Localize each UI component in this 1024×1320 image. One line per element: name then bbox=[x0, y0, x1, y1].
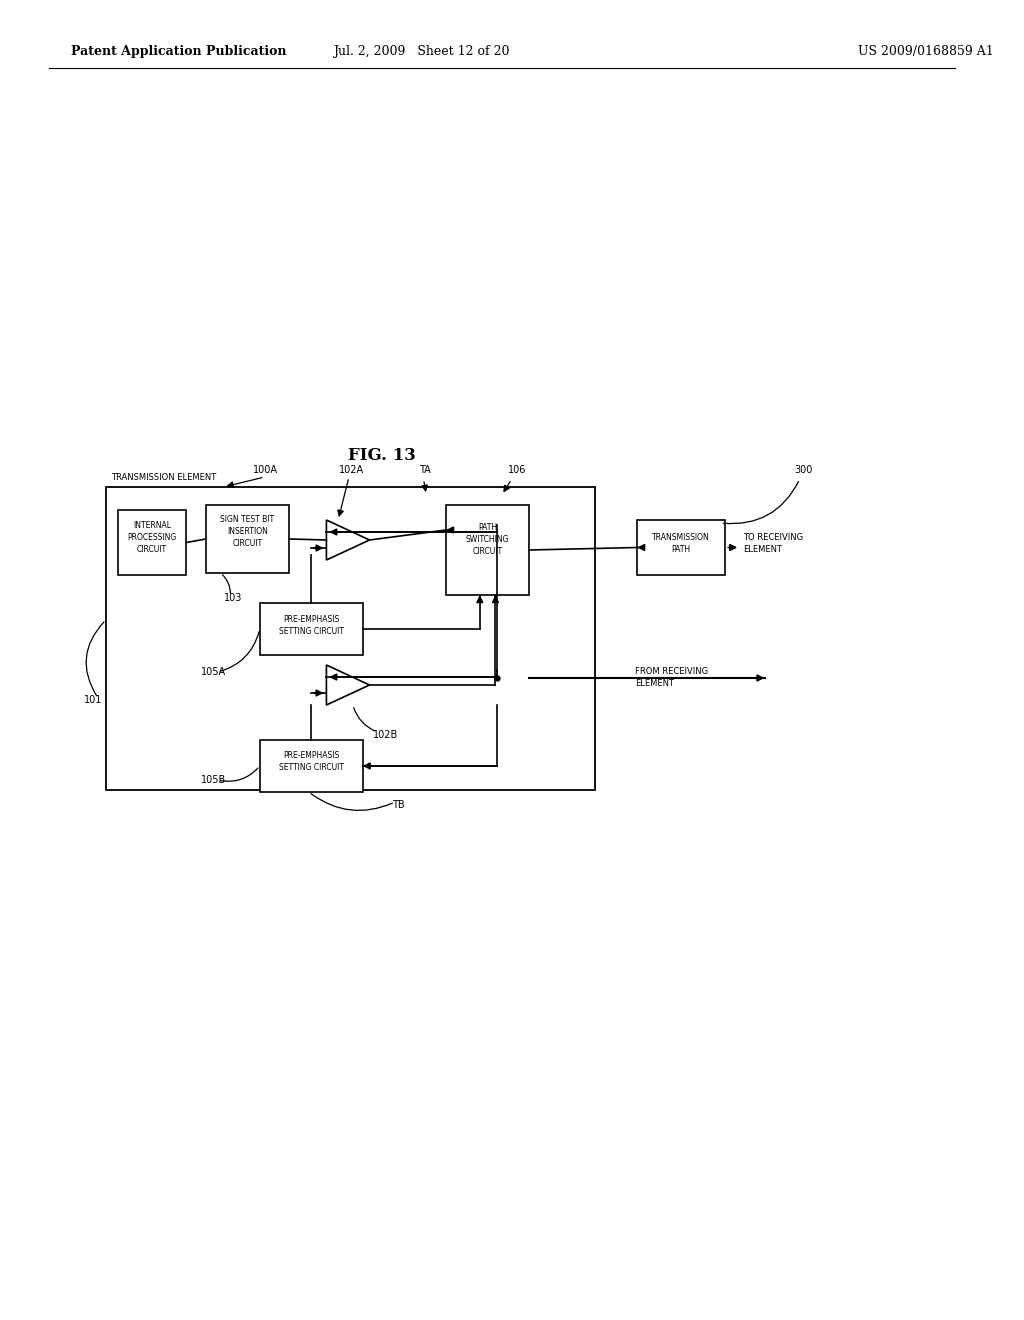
Bar bbox=[637, 520, 725, 576]
Text: SETTING CIRCUIT: SETTING CIRCUIT bbox=[279, 627, 344, 635]
Text: 300: 300 bbox=[794, 465, 812, 475]
Bar bbox=[206, 506, 289, 573]
Text: SETTING CIRCUIT: SETTING CIRCUIT bbox=[279, 763, 344, 772]
Text: INTERNAL: INTERNAL bbox=[133, 521, 171, 531]
Text: TB: TB bbox=[392, 800, 404, 810]
Text: TA: TA bbox=[420, 465, 431, 475]
Bar bbox=[260, 603, 362, 655]
Polygon shape bbox=[327, 520, 370, 560]
Text: 101: 101 bbox=[84, 696, 102, 705]
Text: US 2009/0168859 A1: US 2009/0168859 A1 bbox=[858, 45, 993, 58]
Text: 106: 106 bbox=[508, 465, 526, 475]
Text: SIGN TEST BIT: SIGN TEST BIT bbox=[220, 516, 274, 524]
Text: Jul. 2, 2009   Sheet 12 of 20: Jul. 2, 2009 Sheet 12 of 20 bbox=[333, 45, 510, 58]
Text: 103: 103 bbox=[223, 593, 242, 603]
Text: Patent Application Publication: Patent Application Publication bbox=[71, 45, 286, 58]
Text: FIG. 13: FIG. 13 bbox=[348, 446, 416, 463]
Text: ELEMENT: ELEMENT bbox=[743, 545, 782, 554]
Text: PROCESSING: PROCESSING bbox=[127, 533, 176, 543]
Text: FROM RECEIVING: FROM RECEIVING bbox=[635, 668, 709, 676]
Text: INSERTION: INSERTION bbox=[227, 528, 268, 536]
Text: TO RECEIVING: TO RECEIVING bbox=[743, 533, 803, 543]
Text: 105A: 105A bbox=[201, 667, 226, 677]
Bar bbox=[260, 741, 362, 792]
Text: TRANSMISSION ELEMENT: TRANSMISSION ELEMENT bbox=[111, 473, 216, 482]
Text: CIRCUIT: CIRCUIT bbox=[232, 540, 262, 549]
Text: 100A: 100A bbox=[253, 465, 278, 475]
Text: CIRCUIT: CIRCUIT bbox=[473, 546, 503, 556]
Text: SWITCHING: SWITCHING bbox=[466, 535, 509, 544]
Bar bbox=[118, 510, 186, 576]
Text: PATH: PATH bbox=[672, 545, 691, 554]
Polygon shape bbox=[327, 665, 370, 705]
Text: PATH: PATH bbox=[478, 523, 498, 532]
Text: PRE-EMPHASIS: PRE-EMPHASIS bbox=[283, 615, 339, 623]
Text: TRANSMISSION: TRANSMISSION bbox=[652, 533, 710, 543]
Text: 102A: 102A bbox=[339, 465, 365, 475]
Text: 105B: 105B bbox=[201, 775, 226, 785]
Text: ELEMENT: ELEMENT bbox=[635, 680, 674, 689]
Text: PRE-EMPHASIS: PRE-EMPHASIS bbox=[283, 751, 339, 760]
Text: 102B: 102B bbox=[373, 730, 397, 741]
Text: CIRCUIT: CIRCUIT bbox=[137, 545, 167, 554]
Bar bbox=[105, 487, 595, 789]
Bar bbox=[446, 506, 529, 595]
